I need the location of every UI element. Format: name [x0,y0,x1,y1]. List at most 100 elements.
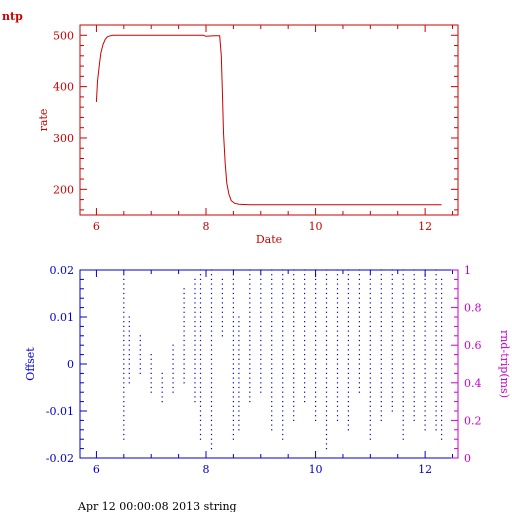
offset-y-tick-label: -0.01 [46,405,74,418]
offset-data-point [260,321,262,323]
offset-data-point [315,274,317,276]
offset-data-point [271,429,273,431]
offset-data-point [150,368,152,370]
offset-data-point [441,438,443,440]
offset-data-point [369,377,371,379]
offset-data-point [271,396,273,398]
offset-data-point [293,349,295,351]
offset-data-point [336,382,339,384]
offset-data-point [380,349,382,351]
offset-data-point [232,316,234,318]
offset-data-point [232,354,234,356]
offset-data-point [315,363,317,365]
offset-data-point [194,401,196,403]
offset-data-point [238,405,240,407]
offset-data-point [369,349,371,351]
offset-data-point [199,325,202,327]
offset-data-point [413,405,415,407]
offset-data-point [413,368,415,370]
offset-data-point [315,405,317,407]
offset-data-point [249,382,251,384]
offset-data-point [199,283,202,285]
offset-data-point [325,330,328,332]
offset-data-point [347,396,349,398]
offset-data-point [199,344,202,346]
offset-data-point [194,307,196,309]
rate-chart: 6 8 10 12 200 300 400 500 Date rate [37,24,459,246]
offset-data-point [391,358,393,360]
offset-data-point [358,377,360,379]
offset-data-point [358,382,360,384]
offset-data-point [194,339,196,342]
offset-data-point [282,344,284,346]
offset-data-point [435,307,437,309]
offset-data-point [336,307,339,309]
offset-data-point [293,269,295,271]
offset-data-point [315,269,317,271]
offset-data-point [293,410,295,412]
offset-data-point [249,344,251,346]
offset-data-point [315,349,317,351]
offset-data-point [123,368,125,370]
offset-data-point [210,335,213,337]
offset-data-point [391,292,393,295]
offset-data-point [282,349,284,351]
offset-data-point [271,325,273,327]
offset-data-point [304,325,306,327]
offset-data-point [413,325,415,327]
offset-data-point [238,321,240,323]
offset-data-point [221,302,223,304]
offset-data-point [238,372,240,374]
offset-data-point [260,382,262,384]
offset-data-point [315,325,317,327]
offset-data-point [347,419,349,421]
offset-data-point [271,363,273,365]
offset-data-point [199,335,202,337]
offset-data-point [402,382,404,384]
offset-data-point [347,354,349,356]
roundtrip-y-tick-labels: 0 0.2 0.4 0.6 0.8 1 [464,264,482,465]
offset-data-point [402,438,404,440]
offset-data-point [441,292,443,295]
offset-data-point [293,311,295,313]
offset-data-point [435,325,437,327]
offset-data-point [391,274,393,276]
offset-data-point [128,325,130,327]
offset-data-point [441,354,443,356]
offset-data-point [199,419,202,421]
offset-y-axis-label: Offset [24,347,37,381]
offset-data-point [380,339,382,342]
offset-data-point [238,391,240,393]
offset-data-point [435,335,437,337]
offset-data-point [347,372,349,374]
offset-data-point [249,335,251,337]
offset-data-point [238,344,240,346]
offset-data-point [435,269,437,271]
offset-data-point [123,316,125,318]
offset-data-point [336,292,339,295]
offset-data-point [260,288,262,290]
offset-data-point [347,386,349,389]
offset-data-point [199,302,202,304]
offset-data-point [315,292,317,295]
offset-data-point [435,349,437,351]
offset-data-point [391,297,393,299]
offset-data-point [304,368,306,370]
offset-data-point [123,344,125,346]
offset-data-point [238,325,240,327]
offset-data-point [210,297,213,299]
offset-data-point [293,344,295,346]
offset-data-point [260,307,262,309]
offset-data-point [315,396,317,398]
offset-data-point [325,386,328,389]
offset-data-point [435,405,437,407]
offset-data-point [232,339,234,342]
offset-data-point [369,344,371,346]
offset-data-point [402,335,404,337]
offset-data-point [199,311,202,313]
offset-data-point [424,269,426,271]
offset-data-point [413,391,415,393]
offset-data-point [315,344,317,346]
offset-data-point [194,344,196,346]
offset-data-point [424,288,426,290]
